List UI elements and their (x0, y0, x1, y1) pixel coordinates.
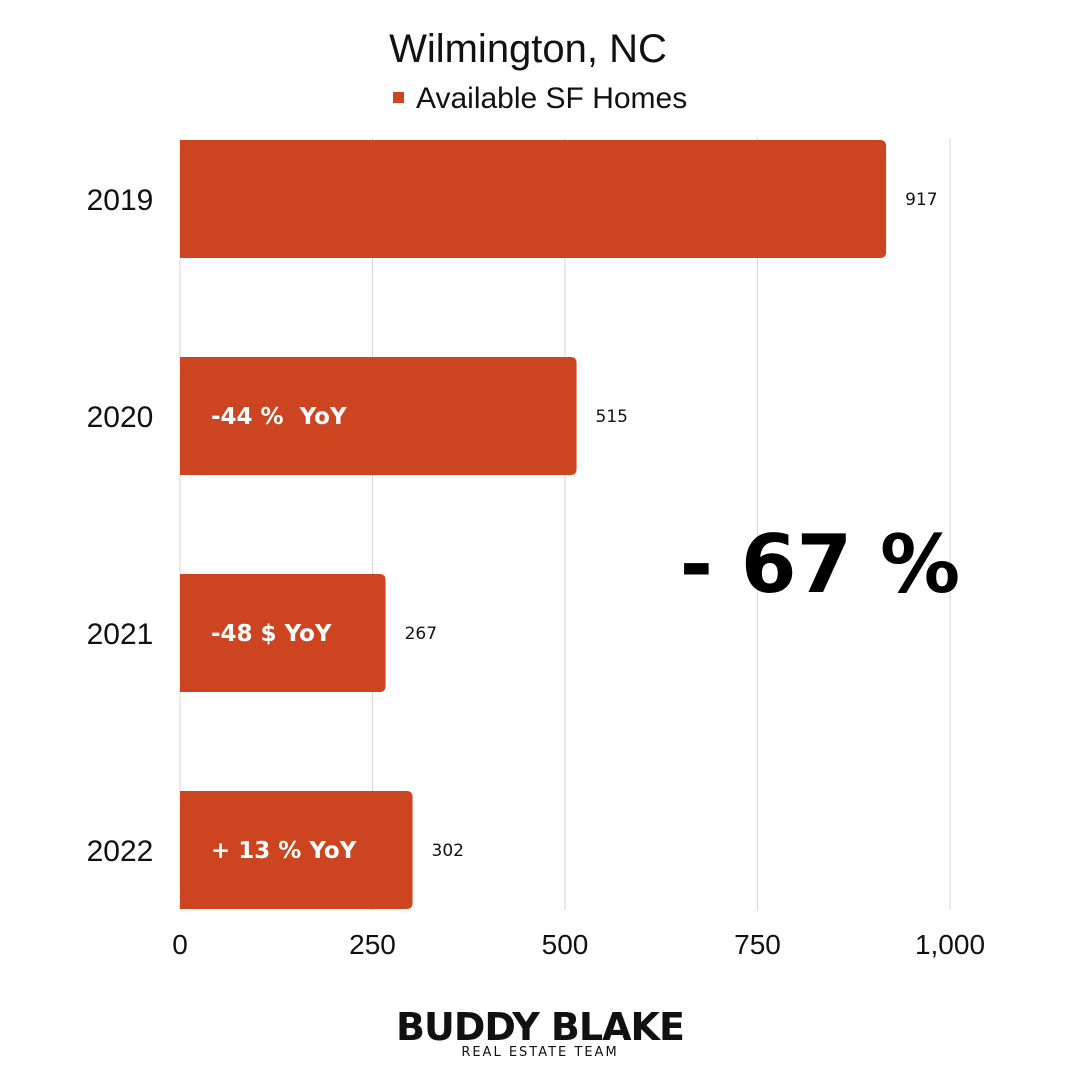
x-tick-label: 750 (734, 929, 781, 960)
labels: 0 250 500 750 1,000 2019 917 2020 515 -44 % YoY 20… (87, 184, 985, 960)
x-tick-label: 500 (542, 929, 589, 960)
category-label: 2020 (87, 401, 154, 434)
yoy-annotation: + 13 % YoY (211, 838, 357, 864)
logo-sub-text: REAL ESTATE TEAM (461, 1045, 618, 1060)
x-tick-label: 250 (349, 929, 396, 960)
chart-title: Wilmington, NC (389, 27, 667, 71)
legend-swatch (393, 92, 404, 103)
x-tick-label: 1,000 (915, 929, 985, 960)
bar-2021 (180, 574, 386, 692)
category-label: 2022 (87, 835, 154, 868)
value-label: 515 (596, 407, 628, 427)
bar-2020 (180, 357, 577, 475)
value-label: 267 (405, 624, 437, 644)
x-tick-label: 0 (172, 929, 188, 960)
bars (180, 140, 887, 909)
logo-main-text: BUDDY BLAKE (396, 1005, 684, 1049)
yoy-annotation: -48 $ YoY (211, 621, 332, 647)
legend-entry: Available SF Homes (416, 82, 687, 115)
yoy-annotation: -44 % YoY (211, 404, 347, 430)
grid (179, 138, 951, 910)
category-label: 2021 (87, 618, 154, 651)
bar-2019 (180, 140, 887, 258)
brand-logo: BUDDY BLAKE REAL ESTATE TEAM (396, 1005, 685, 1060)
value-label: 917 (905, 190, 937, 210)
total-change-annotation: - 67 % (680, 518, 960, 611)
category-label: 2019 (87, 184, 154, 217)
value-label: 302 (432, 841, 464, 861)
bar-2022 (180, 791, 413, 909)
legend: Available SF Homes (393, 82, 687, 115)
